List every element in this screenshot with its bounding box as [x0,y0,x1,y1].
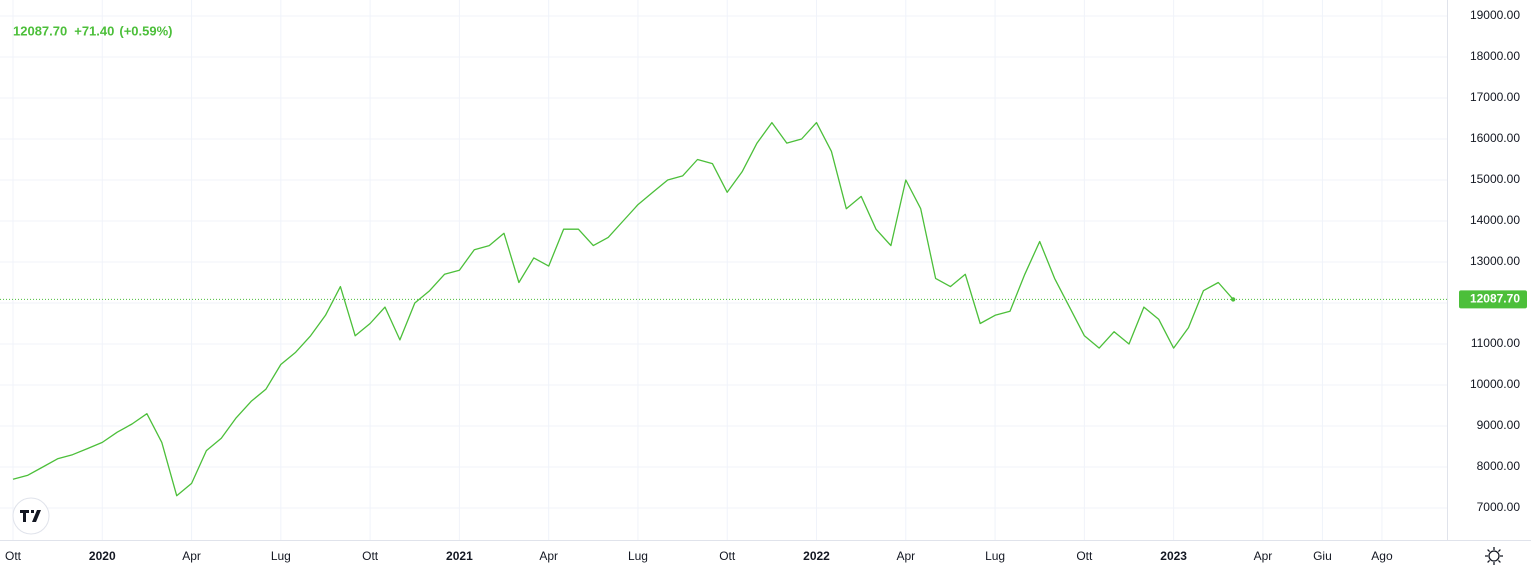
logo-circle[interactable] [12,497,50,535]
x-tick-label: 2023 [1160,549,1187,563]
last-price-tag-label: 12087.70 [1470,292,1520,306]
x-tick-label: Apr [896,549,915,563]
x-tick-label: 2022 [803,549,830,563]
y-tick-label: 14000.00 [1470,213,1520,227]
x-tick-label: 2021 [446,549,473,563]
last-price-tag [1459,290,1527,309]
y-tick-label: 13000.00 [1470,254,1520,268]
y-tick-label: 7000.00 [1477,500,1521,514]
marks [0,121,1447,497]
grid [0,0,1447,540]
x-tick-label: Apr [1254,549,1273,563]
x-tick-label: 2020 [89,549,116,563]
labels: 7000.00 8000.00 9000.00 10000.00 11000.00 120… [5,8,1527,563]
y-tick-label: 9000.00 [1477,418,1521,432]
y-tick-label: 16000.00 [1470,131,1520,145]
x-tick-label: Apr [539,549,558,563]
y-tick-label: 18000.00 [1470,49,1520,63]
settings-icon[interactable] [1485,547,1503,565]
x-tick-label: Ago [1371,549,1393,563]
x-tick-label: Giu [1313,549,1332,563]
x-tick-label: Ott [719,549,736,563]
x-tick-label: Ott [362,549,379,563]
x-tick-label: Lug [985,549,1005,563]
last-price: 12087.70 [13,23,67,38]
y-tick-label: 8000.00 [1477,459,1521,473]
logo-glyph[interactable] [20,510,41,522]
x-tick-label: Apr [182,549,201,563]
settings-rays[interactable] [1485,547,1503,565]
tradingview-logo[interactable] [12,497,50,535]
x-tick-label: Lug [628,549,648,563]
y-tick-label: 19000.00 [1470,8,1520,22]
x-tick-label: Ott [5,549,22,563]
change: +71.40 [74,23,114,38]
y-tick-label: 17000.00 [1470,90,1520,104]
x-tick-label: Lug [271,549,291,563]
y-tick-label: 10000.00 [1470,377,1520,391]
price-line [12,121,1234,497]
x-tick-label: Ott [1076,549,1093,563]
change-pct: (+0.59%) [119,23,172,38]
y-tick-label: 15000.00 [1470,172,1520,186]
settings-circle[interactable] [1488,550,1500,562]
y-tick-label: 11000.00 [1471,336,1520,350]
